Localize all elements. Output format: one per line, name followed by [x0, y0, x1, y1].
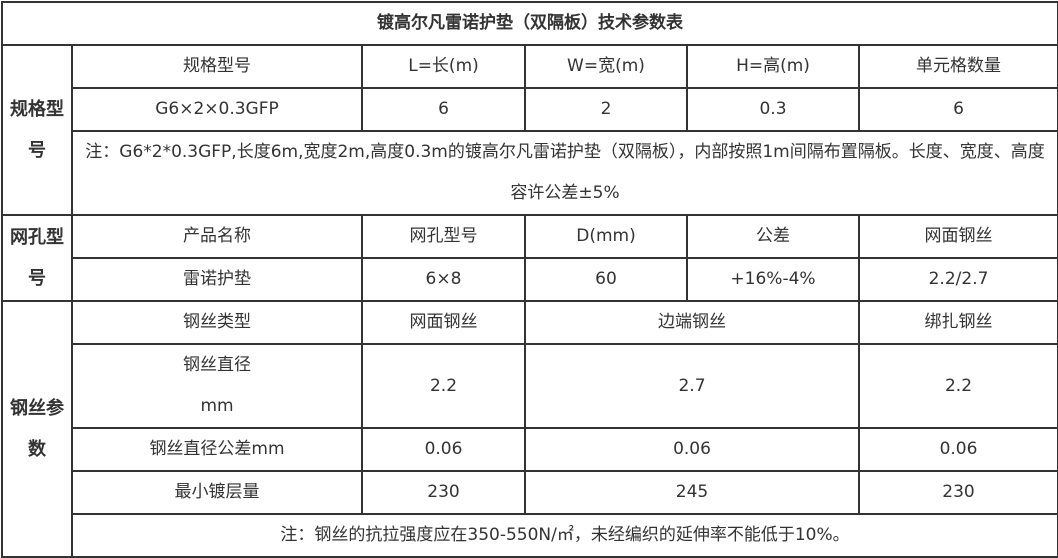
mesh-header: 公差: [686, 214, 860, 259]
wire-tolerance-cell: 0.06: [361, 427, 526, 472]
wire-coating-cell: 230: [361, 470, 526, 515]
spec-cell: 6: [857, 87, 1058, 132]
mesh-header: 网孔型号: [361, 214, 526, 259]
wire-coating-cell: 230: [857, 470, 1058, 515]
spec-header: 规格型号: [71, 44, 363, 89]
mesh-cell: 雷诺护垫: [71, 257, 363, 302]
spec-cell: G6×2×0.3GFP: [71, 87, 363, 132]
spec-header: L=长(m): [361, 44, 526, 89]
wire-header: 边端钢丝: [524, 300, 860, 345]
mesh-cell: 60: [524, 257, 688, 302]
wire-diameter-label-line1: 钢丝直径: [183, 355, 251, 375]
spec-note: 注：G6*2*0.3GFP,长度6m,宽度2m,高度0.3m的镀高尔凡雷诺护垫（…: [70, 130, 1058, 216]
wire-side-label: 钢丝参数: [1, 300, 73, 558]
mesh-side-label: 网孔型号: [1, 214, 73, 302]
wire-tolerance-cell: 0.06: [857, 427, 1058, 472]
wire-header: 钢丝类型: [71, 300, 363, 345]
wire-header: 网面钢丝: [361, 300, 526, 345]
wire-diameter-cell: 2.2: [361, 343, 526, 429]
spec-cell: 6: [361, 87, 526, 132]
wire-coating-cell: 245: [524, 470, 860, 515]
table-title: 镀高尔凡雷诺护垫（双隔板）技术参数表: [0, 1, 1058, 46]
mesh-cell: 6×8: [361, 257, 526, 302]
wire-diameter-label-line2: mm: [200, 396, 234, 416]
spec-cell: 0.3: [686, 87, 860, 132]
spec-header: H=高(m): [686, 44, 860, 89]
wire-diameter-cell: 2.2: [857, 343, 1058, 429]
mesh-header: D(mm): [524, 214, 688, 259]
wire-tolerance-label: 钢丝直径公差mm: [71, 427, 363, 472]
mesh-cell: +16%-4%: [686, 257, 860, 302]
spec-header: 单元格数量: [857, 44, 1058, 89]
wire-tolerance-cell: 0.06: [524, 427, 860, 472]
mesh-header: 网面钢丝: [857, 214, 1058, 259]
wire-diameter-cell: 2.7: [524, 343, 860, 429]
spec-cell: 2: [524, 87, 688, 132]
spec-side-label: 规格型号: [1, 44, 73, 216]
mesh-header: 产品名称: [71, 214, 363, 259]
spec-header: W=宽(m): [524, 44, 688, 89]
mesh-cell: 2.2/2.7: [857, 257, 1058, 302]
wire-note: 注：钢丝的抗拉强度应在350-550N/㎡，未经编织的延伸率不能低于10%。: [70, 513, 1058, 558]
wire-coating-label: 最小镀层量: [71, 470, 363, 515]
wire-header: 绑扎钢丝: [857, 300, 1058, 345]
wire-diameter-label: 钢丝直径 mm: [71, 343, 363, 429]
